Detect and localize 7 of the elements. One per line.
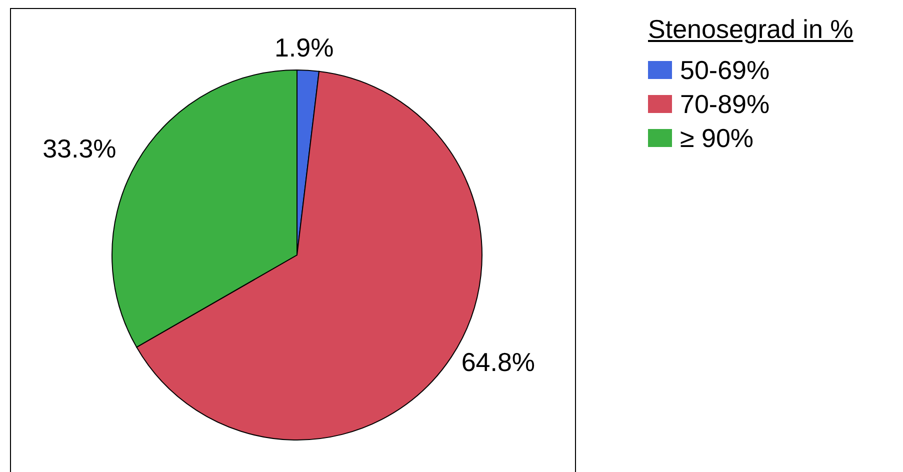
legend-label: 50-69% (680, 54, 770, 86)
legend-label: 70-89% (680, 88, 770, 120)
legend-title: Stenosegrad in % (648, 14, 854, 45)
data-label: 33.3% (42, 133, 116, 164)
legend-label: ≥ 90% (680, 122, 754, 154)
data-label: 64.8% (461, 346, 536, 377)
data-label: 1.9% (274, 32, 334, 62)
